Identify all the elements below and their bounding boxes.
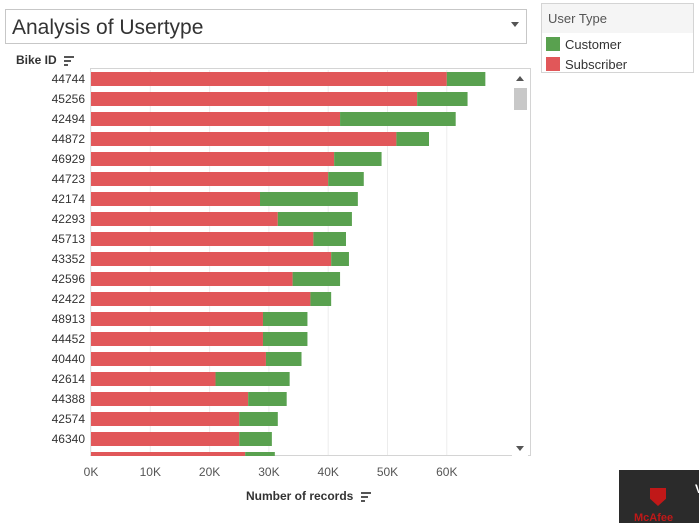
scroll-down-icon[interactable] — [516, 446, 524, 451]
x-tick-label: 60K — [436, 465, 457, 479]
bar-customer[interactable] — [239, 432, 272, 446]
bar-subscriber[interactable] — [91, 212, 278, 226]
legend-label: Subscriber — [565, 57, 628, 72]
x-axis-title[interactable]: Number of records — [246, 489, 371, 503]
x-tick-label: 40K — [318, 465, 339, 479]
category-label: 40440 — [52, 352, 86, 366]
bar-customer[interactable] — [260, 192, 358, 206]
category-label: 45713 — [52, 232, 86, 246]
mcafee-notification[interactable]: McAfee V — [619, 470, 699, 524]
bar-customer[interactable] — [328, 172, 364, 186]
bar-subscriber[interactable] — [91, 352, 266, 366]
legend-title: User Type — [548, 11, 608, 26]
sheet-title-box[interactable]: Analysis of Usertype — [5, 9, 527, 44]
bar-subscriber[interactable] — [91, 332, 263, 346]
category-label: 42174 — [52, 192, 86, 206]
legend-header: User Type — [542, 4, 693, 33]
bar-subscriber[interactable] — [91, 192, 261, 206]
bar-customer[interactable] — [446, 72, 486, 86]
legend-item-customer[interactable]: Customer — [546, 37, 622, 52]
vertical-scrollbar[interactable] — [512, 70, 528, 456]
bar-customer[interactable] — [277, 212, 352, 226]
x-tick-label: 0K — [84, 465, 99, 479]
category-label: 42422 — [52, 292, 86, 306]
bar-subscriber[interactable] — [91, 92, 418, 106]
sort-descending-icon[interactable] — [360, 492, 371, 502]
page-title: Analysis of Usertype — [12, 16, 204, 39]
x-tick-label: 10K — [140, 465, 161, 479]
bar-customer[interactable] — [239, 412, 278, 426]
bar-subscriber[interactable] — [91, 172, 329, 186]
bar-subscriber[interactable] — [91, 272, 293, 286]
notification-text: V — [695, 482, 699, 496]
category-label: 42574 — [52, 412, 86, 426]
row-header[interactable]: Bike ID — [16, 53, 75, 67]
bar-subscriber[interactable] — [91, 372, 216, 386]
bar-customer[interactable] — [262, 332, 308, 346]
mcafee-brand: McAfee — [634, 512, 674, 524]
category-label: 46340 — [52, 432, 86, 446]
bar-customer[interactable] — [310, 292, 332, 306]
legend-label: Customer — [565, 37, 622, 52]
x-tick-label: 50K — [377, 465, 398, 479]
category-label: 46929 — [52, 152, 86, 166]
scroll-up-icon[interactable] — [516, 76, 524, 81]
bar-customer[interactable] — [396, 132, 430, 146]
bar-subscriber[interactable] — [91, 312, 263, 326]
bar-customer[interactable] — [417, 92, 468, 106]
bar-customer[interactable] — [292, 272, 341, 286]
x-axis-label: Number of records — [246, 489, 354, 503]
category-label: 44723 — [52, 172, 86, 186]
category-label: 44452 — [52, 332, 86, 346]
bar-customer[interactable] — [215, 372, 290, 386]
bar-customer[interactable] — [334, 152, 382, 166]
bar-subscriber[interactable] — [91, 152, 335, 166]
legend-swatch-subscriber — [546, 57, 560, 71]
bar-customer[interactable] — [331, 252, 349, 266]
category-label: 43352 — [52, 252, 86, 266]
bar-customer[interactable] — [313, 232, 346, 246]
scroll-thumb[interactable] — [514, 88, 527, 110]
bar-subscriber[interactable] — [91, 252, 332, 266]
legend-item-subscriber[interactable]: Subscriber — [546, 57, 628, 72]
x-tick-label: 20K — [199, 465, 220, 479]
mcafee-shield-icon — [650, 488, 666, 506]
category-label: 45256 — [52, 92, 86, 106]
category-label: 42596 — [52, 272, 86, 286]
bar-subscriber[interactable] — [91, 432, 240, 446]
sort-descending-icon[interactable] — [64, 56, 75, 66]
bar-customer[interactable] — [245, 452, 275, 456]
bar-customer[interactable] — [340, 112, 456, 126]
category-label: 48913 — [52, 312, 86, 326]
legend-swatch-customer — [546, 37, 560, 51]
category-label: 44744 — [52, 72, 86, 86]
bar-subscriber[interactable] — [91, 412, 240, 426]
bar-subscriber[interactable] — [91, 392, 249, 406]
bar-customer[interactable] — [262, 312, 308, 326]
category-label: 42614 — [52, 372, 86, 386]
category-label: 42293 — [52, 212, 86, 226]
bar-customer[interactable] — [265, 352, 302, 366]
bar-subscriber[interactable] — [91, 232, 314, 246]
bar-subscriber[interactable] — [91, 452, 246, 456]
row-header-label: Bike ID — [16, 53, 57, 67]
x-tick-label: 30K — [258, 465, 279, 479]
pane-bottom-mask — [90, 456, 531, 468]
category-label: 42494 — [52, 112, 86, 126]
bar-subscriber[interactable] — [91, 72, 447, 86]
bar-subscriber[interactable] — [91, 132, 397, 146]
bar-customer[interactable] — [248, 392, 287, 406]
category-label: 44388 — [52, 392, 86, 406]
bar-subscriber[interactable] — [91, 112, 341, 126]
bar-subscriber[interactable] — [91, 292, 311, 306]
legend: User Type Customer Subscriber — [541, 3, 694, 73]
category-label: 44872 — [52, 132, 86, 146]
dropdown-arrow-icon[interactable] — [511, 22, 519, 27]
